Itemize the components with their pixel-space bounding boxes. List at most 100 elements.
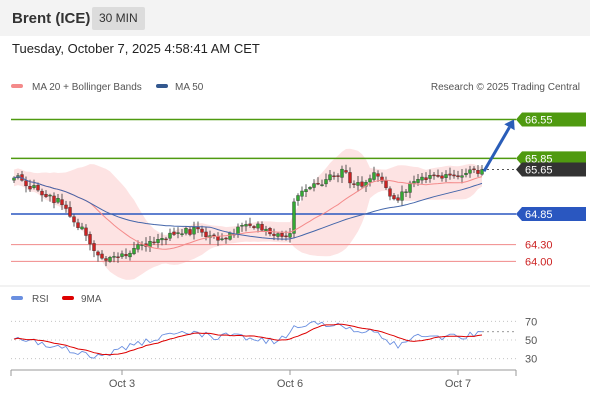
level-tag-box: [516, 112, 586, 127]
candle: [152, 236, 156, 245]
level-tag-text: 64.85: [525, 209, 553, 221]
candle: [412, 175, 416, 188]
candle-body: [96, 251, 100, 256]
candle: [48, 193, 52, 202]
candle: [248, 217, 252, 228]
candle-body: [324, 179, 328, 185]
candle: [324, 173, 328, 188]
candle-body: [280, 233, 284, 237]
candle-body: [124, 254, 128, 257]
candle: [352, 180, 356, 188]
candle-body: [200, 228, 204, 233]
candle: [272, 228, 276, 241]
candle: [32, 179, 36, 190]
candle-body: [164, 238, 168, 241]
rsi-9ma-line: [13, 323, 483, 356]
candle: [340, 165, 344, 183]
candle-body: [452, 174, 456, 177]
candle-body: [100, 253, 104, 259]
candle: [312, 179, 316, 192]
level-tag-64-00: 64.00: [525, 256, 553, 268]
candle: [440, 172, 444, 182]
candle-body: [408, 182, 412, 193]
candle: [120, 250, 124, 259]
candle-body: [36, 184, 40, 191]
candle-body: [84, 227, 88, 236]
legend-rsi-swatch: [11, 296, 23, 300]
candle-body: [112, 256, 116, 258]
timeframe-badge[interactable]: 30 MIN: [92, 7, 145, 30]
level-lines: [11, 118, 516, 262]
candle: [400, 185, 404, 206]
candle-body: [296, 195, 300, 201]
candle-body: [176, 232, 180, 234]
candle: [308, 186, 312, 191]
candle-body: [60, 199, 64, 206]
candle: [96, 250, 100, 262]
chart-header: Brent (ICE) 30 MIN: [0, 0, 590, 36]
candle-body: [336, 175, 340, 177]
candle: [448, 167, 452, 180]
candle: [52, 192, 56, 209]
candle-body: [108, 257, 112, 262]
candle: [60, 193, 64, 210]
candle: [80, 222, 84, 231]
candle: [376, 170, 380, 182]
candle: [336, 173, 340, 183]
candle: [420, 173, 424, 184]
copyright-label: Research © 2025 Trading Central: [431, 82, 580, 93]
candle: [68, 201, 72, 218]
candle: [476, 165, 480, 177]
candle: [224, 236, 228, 244]
candle-body: [24, 180, 28, 187]
candle: [396, 194, 400, 203]
candle: [88, 231, 92, 251]
candle-body: [440, 175, 444, 179]
candle-body: [412, 181, 416, 184]
candle-body: [44, 193, 48, 197]
candle: [456, 170, 460, 180]
candle-body: [28, 186, 32, 190]
candle: [428, 169, 432, 183]
candle-body: [64, 204, 68, 209]
candle-body: [12, 177, 16, 181]
candle: [256, 221, 260, 233]
rsi-level-label: 70: [525, 316, 537, 328]
candle: [388, 186, 392, 201]
candle-body: [152, 241, 156, 244]
candle-body: [260, 224, 264, 231]
rsi-level-label: 50: [525, 335, 537, 347]
candle-body: [424, 177, 428, 180]
level-tag-text: 66.55: [525, 114, 553, 126]
ma50-line: [13, 176, 483, 240]
level-tag-box: [516, 207, 586, 222]
candle-body: [136, 244, 140, 250]
candle: [316, 177, 320, 186]
x-tick-label: Oct 3: [109, 378, 135, 390]
x-tick-label: Oct 6: [277, 378, 303, 390]
level-tag-box: [516, 162, 586, 177]
candle: [292, 198, 296, 239]
candle-body: [376, 173, 380, 177]
candle: [176, 227, 180, 239]
rsi-panel: 70 50 30: [11, 316, 537, 366]
rsi-level-label: 30: [525, 354, 537, 366]
level-tag-box: [516, 151, 586, 166]
candle: [240, 222, 244, 232]
candle-body: [192, 226, 196, 235]
candle: [184, 226, 188, 236]
candle-body: [432, 174, 436, 177]
legend-9ma-label: 9MA: [81, 294, 102, 305]
datetime-label: Tuesday, October 7, 2025 4:58:41 AM CET: [12, 41, 260, 56]
candle-body: [52, 195, 56, 203]
candle-body: [396, 197, 400, 201]
legend-ma-bands-swatch: [11, 84, 23, 88]
candle: [320, 179, 324, 187]
candle-body: [436, 175, 440, 177]
candle-body: [92, 243, 96, 251]
candle-body: [344, 170, 348, 173]
candle-body: [240, 225, 244, 227]
candle-body: [328, 174, 332, 181]
candle-body: [292, 201, 296, 234]
candle: [84, 224, 88, 242]
